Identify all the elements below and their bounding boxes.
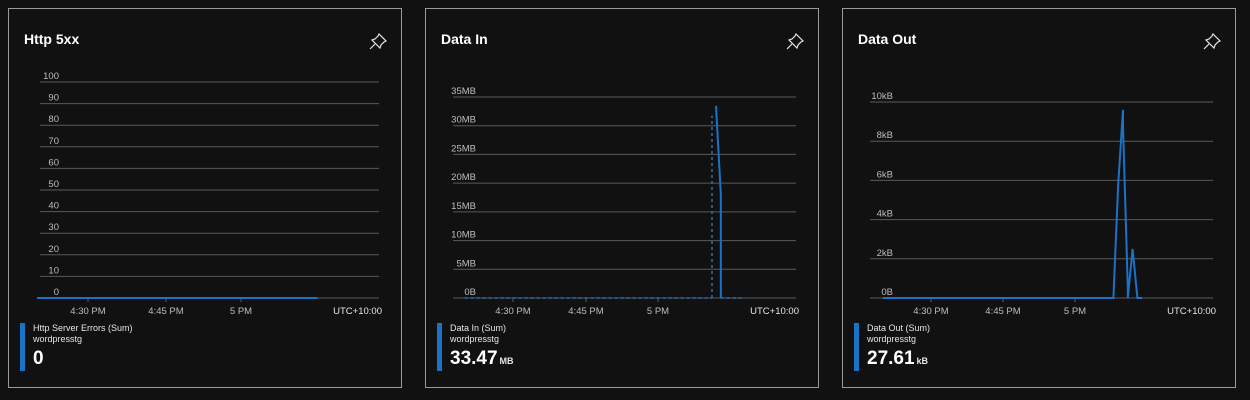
metric-panel-http-5xx[interactable]: Http 5xx 100 90 80 70 60 50 40 30 20 10 0 4:30 PM 4:… <box>8 8 402 388</box>
y-tick-label: 6kB <box>877 169 893 180</box>
metric-panel-data-in[interactable]: Data In 35MB 30MB 25MB 20MB 15MB 10MB 5MB 0B 4:3… <box>425 8 819 388</box>
x-tick-label: 4:45 PM <box>148 306 183 317</box>
y-tick-label: 4kB <box>877 209 893 220</box>
pin-icon[interactable] <box>784 31 806 53</box>
series-line <box>883 109 1143 299</box>
legend-resource-name: wordpresstg <box>867 334 917 344</box>
y-tick-label: 0 <box>54 287 59 298</box>
x-tick-label: 4:45 PM <box>568 306 603 317</box>
y-tick-label: 5MB <box>456 258 476 269</box>
legend-value: 0 <box>33 348 133 372</box>
pin-icon[interactable] <box>1201 31 1223 53</box>
series-line <box>715 105 722 298</box>
legend-data-in[interactable]: Data In (Sum) wordpresstg 33.47 MB <box>437 323 514 371</box>
y-tick-label: 80 <box>48 114 59 125</box>
y-tick-label: 90 <box>48 93 59 104</box>
legend-series-name: Data In (Sum) <box>450 323 507 333</box>
data-out-chart: 10kB 8kB 6kB 4kB 2kB 0B 4:30 PM 4:45 PM 5 PM UTC+… <box>870 91 1216 317</box>
y-tick-label: 0B <box>881 287 893 298</box>
metric-panel-data-out[interactable]: Data Out 10kB 8kB 6kB 4kB 2kB 0B 4:30 PM 4:45 P… <box>842 8 1236 388</box>
legend-resource-name: wordpresstg <box>33 334 83 344</box>
legend-value-unit: kB <box>916 356 929 366</box>
x-tick-label: 4:45 PM <box>985 306 1020 317</box>
y-tick-label: 8kB <box>877 130 893 141</box>
y-tick-label: 10kB <box>871 91 893 102</box>
legend-value-number: 27.61 <box>867 348 915 369</box>
x-tick-label: 5 PM <box>230 306 252 317</box>
y-tick-label: 100 <box>43 71 59 82</box>
y-tick-label: 2kB <box>877 248 893 259</box>
y-tick-label: 15MB <box>451 201 476 212</box>
panel-title: Data Out <box>858 31 917 47</box>
legend-value: 27.61 kB <box>867 348 930 372</box>
x-tick-label: 4:30 PM <box>913 306 948 317</box>
y-tick-label: 30 <box>48 222 59 233</box>
legend-value-unit: MB <box>499 356 514 366</box>
y-tick-label: 70 <box>48 136 59 147</box>
timezone-label: UTC+10:00 <box>1167 306 1216 317</box>
x-tick-label: 4:30 PM <box>495 306 530 317</box>
y-tick-label: 35MB <box>451 86 476 97</box>
legend-value-number: 33.47 <box>450 348 498 369</box>
y-tick-label: 30MB <box>451 115 476 126</box>
y-tick-label: 10 <box>48 265 59 276</box>
legend-series-name: Http Server Errors (Sum) <box>33 323 133 333</box>
y-tick-label: 0B <box>464 287 476 298</box>
legend-data-out[interactable]: Data Out (Sum) wordpresstg 27.61 kB <box>854 323 930 371</box>
legend-resource-name: wordpresstg <box>450 334 500 344</box>
timezone-label: UTC+10:00 <box>750 306 799 317</box>
y-tick-label: 10MB <box>451 230 476 241</box>
x-tick-label: 4:30 PM <box>70 306 105 317</box>
legend-series-name: Data Out (Sum) <box>867 323 931 333</box>
legend-value-number: 0 <box>33 348 44 369</box>
data-in-chart: 35MB 30MB 25MB 20MB 15MB 10MB 5MB 0B 4:30 PM 4:45… <box>451 86 799 317</box>
legend-value: 33.47 MB <box>450 348 514 372</box>
y-tick-label: 20MB <box>451 172 476 183</box>
y-tick-label: 60 <box>48 157 59 168</box>
timezone-label: UTC+10:00 <box>333 306 382 317</box>
x-tick-label: 5 PM <box>647 306 669 317</box>
x-tick-label: 5 PM <box>1064 306 1086 317</box>
y-tick-label: 20 <box>48 244 59 255</box>
pin-icon[interactable] <box>367 31 389 53</box>
y-tick-label: 50 <box>48 179 59 190</box>
panel-title: Data In <box>441 31 488 47</box>
y-tick-label: 40 <box>48 201 59 212</box>
y-tick-label: 25MB <box>451 143 476 154</box>
legend-http-server-errors[interactable]: Http Server Errors (Sum) wordpresstg 0 <box>20 323 133 371</box>
panel-title: Http 5xx <box>24 31 80 47</box>
